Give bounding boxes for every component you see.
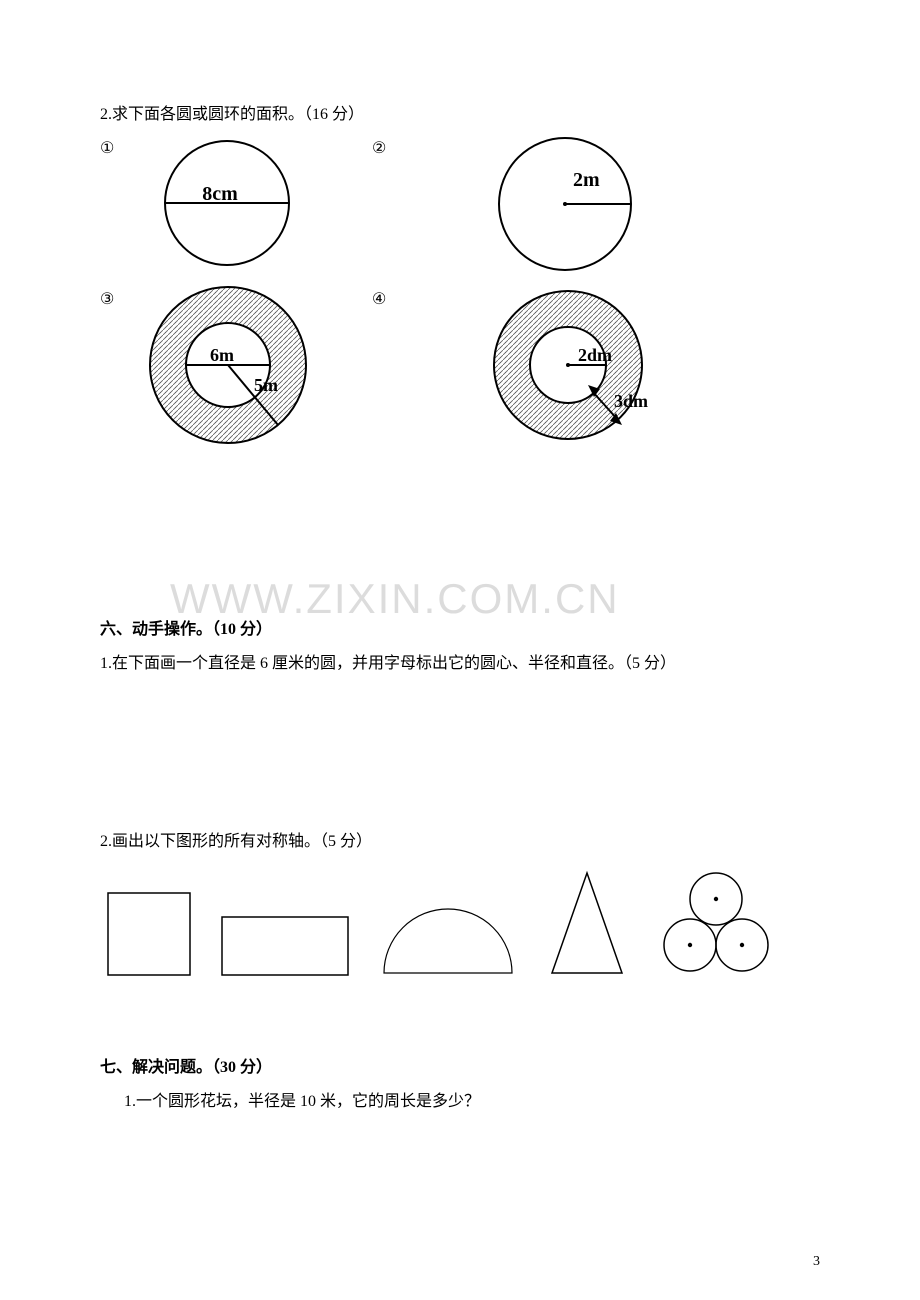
sec7-q1: 1.一个圆形花坛，半径是 10 米，它的周长是多少？ xyxy=(124,1087,820,1111)
label-2: ② xyxy=(372,138,386,158)
shape-semicircle xyxy=(378,903,518,977)
sec6-q2: 2.画出以下图形的所有对称轴。（5 分） xyxy=(100,827,820,851)
fig4-inner-label: 2dm xyxy=(578,345,612,365)
shape-rectangle xyxy=(220,915,350,977)
figure-circle-2: 2m xyxy=(495,134,635,274)
figures-row-2: ③ 6m 5m ④ xyxy=(100,289,820,449)
fig3-inner-label: 6m xyxy=(210,345,234,365)
section-6-title: 六、动手操作。（10 分） xyxy=(100,615,820,639)
figure-annulus-2: 2dm 3dm xyxy=(488,285,648,445)
sec6-q1: 1.在下面画一个直径是 6 厘米的圆，并用字母标出它的圆心、半径和直径。（5 分… xyxy=(100,649,820,673)
figure-annulus-1: 6m 5m xyxy=(148,285,308,445)
label-3: ③ xyxy=(100,289,114,309)
shape-square xyxy=(106,891,192,977)
q2-text: 2.求下面各圆或圆环的面积。（16 分） xyxy=(100,100,820,124)
fig1-label: 8cm xyxy=(202,183,238,205)
shape-three-circles xyxy=(656,871,776,977)
fig4-ring-label: 3dm xyxy=(614,391,648,411)
section-7-title: 七、解决问题。（30 分） xyxy=(100,1053,820,1077)
fig3-outer-label: 5m xyxy=(254,375,278,395)
label-1: ① xyxy=(100,138,114,158)
fig2-label: 2m xyxy=(573,169,600,191)
shape-triangle xyxy=(546,869,628,977)
figure-circle-1: 8cm xyxy=(162,138,292,268)
page-number: 3 xyxy=(813,1254,820,1270)
figures-row-1: ① 8cm ② 2m xyxy=(100,138,820,283)
symmetry-shapes-row xyxy=(106,869,820,977)
label-4: ④ xyxy=(372,289,386,309)
